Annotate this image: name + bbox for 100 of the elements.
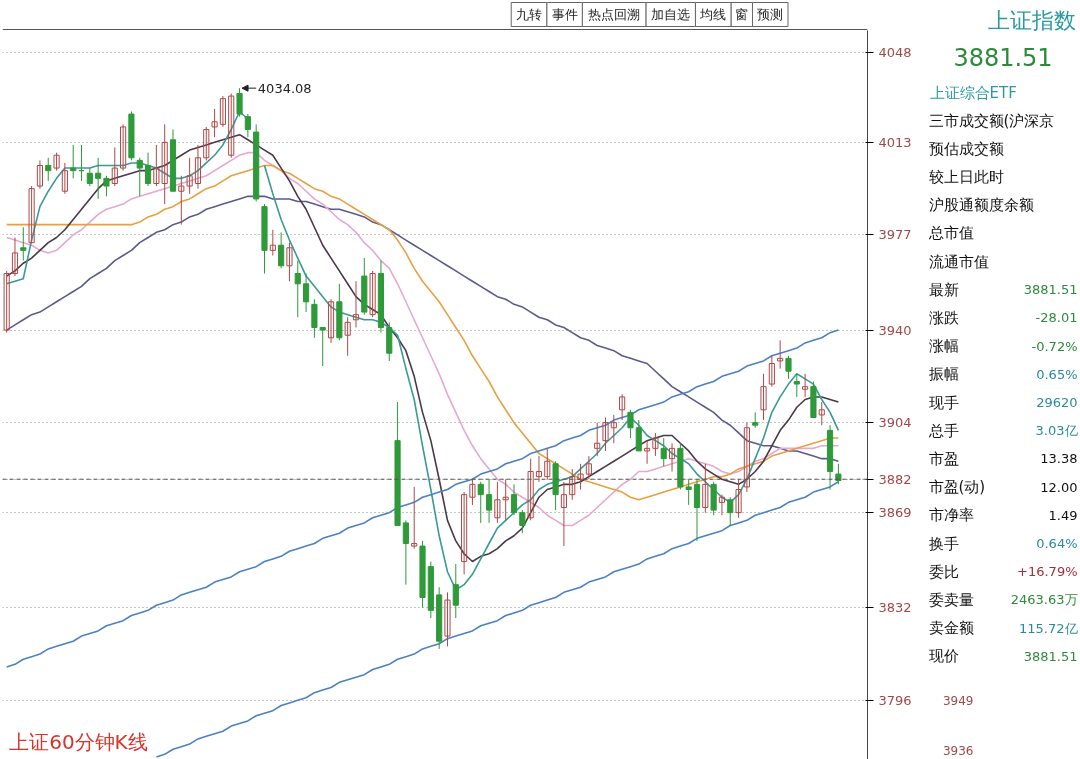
candlestick bbox=[527, 458, 534, 521]
candlestick bbox=[327, 298, 335, 344]
candlestick bbox=[286, 242, 293, 282]
candlestick bbox=[444, 591, 451, 647]
text: 3881.51 bbox=[953, 43, 1053, 72]
text: 3.03亿 bbox=[1035, 423, 1078, 439]
candlestick bbox=[818, 401, 825, 426]
candlestick bbox=[461, 491, 468, 575]
candlestick bbox=[278, 231, 285, 269]
candlestick bbox=[186, 157, 193, 195]
candlestick bbox=[477, 481, 484, 524]
category-label: 委卖量 bbox=[928, 590, 974, 609]
text: 2463.63万 bbox=[1010, 592, 1078, 608]
candlestick bbox=[452, 563, 459, 619]
category-label: 市净率 bbox=[928, 506, 974, 525]
candlestick bbox=[369, 270, 376, 318]
candlestick bbox=[835, 463, 842, 485]
category-label: 最新 bbox=[928, 280, 959, 299]
y-tick-label: 3832 bbox=[878, 600, 912, 616]
candlestick bbox=[469, 478, 476, 506]
candlestick bbox=[11, 237, 19, 277]
candlestick bbox=[61, 162, 68, 195]
candlestick bbox=[236, 87, 243, 118]
candlestick bbox=[95, 157, 102, 200]
category-label: 总市值 bbox=[927, 224, 974, 243]
text: 热点回溯 bbox=[588, 7, 641, 22]
y-tick-label: 3904 bbox=[878, 415, 912, 431]
candlestick bbox=[36, 159, 44, 190]
candlestick bbox=[494, 481, 501, 524]
candlestick bbox=[303, 273, 310, 313]
candlestick bbox=[219, 95, 226, 128]
candlestick bbox=[120, 123, 127, 172]
text: 0.65% bbox=[1036, 366, 1078, 382]
category-label: 换手 bbox=[928, 534, 959, 553]
candlestick bbox=[718, 494, 726, 516]
y-tick-label: 3796 bbox=[878, 692, 912, 708]
candlestick bbox=[777, 339, 784, 370]
candlestick bbox=[619, 393, 626, 421]
candlestick bbox=[627, 409, 634, 439]
candlestick bbox=[402, 519, 409, 586]
candlestick bbox=[594, 422, 601, 457]
category-label: 现价 bbox=[928, 647, 959, 666]
category-label: 市盈 bbox=[928, 449, 959, 468]
y-tick-label: 3940 bbox=[878, 322, 912, 338]
line-series bbox=[5, 329, 840, 668]
candlestick bbox=[352, 280, 360, 328]
text: 上证指数 bbox=[987, 8, 1076, 33]
text: 上证综合ETF bbox=[929, 83, 1017, 102]
y-tick-label: 4013 bbox=[878, 134, 912, 150]
candlestick bbox=[585, 455, 592, 480]
candlestick bbox=[743, 422, 750, 493]
text: 3881.51 bbox=[1023, 648, 1078, 664]
category-label: 振幅 bbox=[928, 365, 959, 384]
candlestick bbox=[144, 152, 152, 187]
annotation: 4034.08 bbox=[257, 80, 312, 96]
text: 加自选 bbox=[651, 7, 691, 22]
candlestick bbox=[602, 417, 609, 452]
text: 3949 bbox=[942, 694, 974, 708]
candlestick bbox=[802, 373, 809, 398]
candlestick bbox=[702, 463, 709, 514]
category-label: 三市成交额(沪深京 bbox=[928, 111, 1055, 130]
candlestick bbox=[785, 355, 792, 380]
category-label: 沪股通额度余额 bbox=[928, 196, 1034, 215]
candlestick bbox=[3, 270, 10, 334]
y-tick-label: 3882 bbox=[878, 471, 912, 487]
candlestick bbox=[344, 316, 351, 357]
category-label: 较上日此时 bbox=[928, 167, 1004, 186]
candlestick bbox=[644, 440, 651, 465]
candlestick bbox=[70, 144, 77, 179]
candlestick bbox=[685, 478, 692, 506]
candlestick bbox=[244, 113, 251, 138]
candlestick bbox=[535, 455, 543, 483]
candlestick bbox=[727, 496, 734, 526]
category-label: 卖金额 bbox=[928, 619, 974, 638]
text: 均线 bbox=[699, 7, 727, 22]
text: 九转 bbox=[515, 7, 542, 22]
candlestick bbox=[510, 483, 518, 516]
text: -0.72% bbox=[1031, 338, 1078, 354]
text: 1.49 bbox=[1048, 507, 1078, 523]
text: 3936 bbox=[942, 744, 974, 758]
candlestick bbox=[194, 144, 202, 190]
candlestick bbox=[20, 226, 27, 262]
category-label: 涨幅 bbox=[928, 337, 959, 356]
text: 0.64% bbox=[1036, 536, 1078, 551]
candlestick bbox=[111, 147, 118, 187]
y-tick-label: 4048 bbox=[878, 44, 912, 60]
candlestick bbox=[103, 175, 110, 197]
y-tick-label: 3869 bbox=[878, 505, 912, 521]
candlestick bbox=[45, 157, 52, 182]
category-label: 总手 bbox=[927, 421, 959, 440]
text: 115.72亿 bbox=[1019, 620, 1078, 636]
y-tick-label: 3977 bbox=[878, 227, 912, 243]
category-label: 市盈(动) bbox=[928, 478, 986, 497]
annotation: 上证60分钟K线 bbox=[9, 730, 148, 755]
candlestick bbox=[635, 419, 642, 452]
candlestick bbox=[560, 481, 567, 547]
candlestick bbox=[577, 463, 584, 490]
text: 29620 bbox=[1036, 395, 1078, 410]
text: 预测 bbox=[757, 7, 784, 22]
text: +16.79% bbox=[1017, 564, 1078, 580]
